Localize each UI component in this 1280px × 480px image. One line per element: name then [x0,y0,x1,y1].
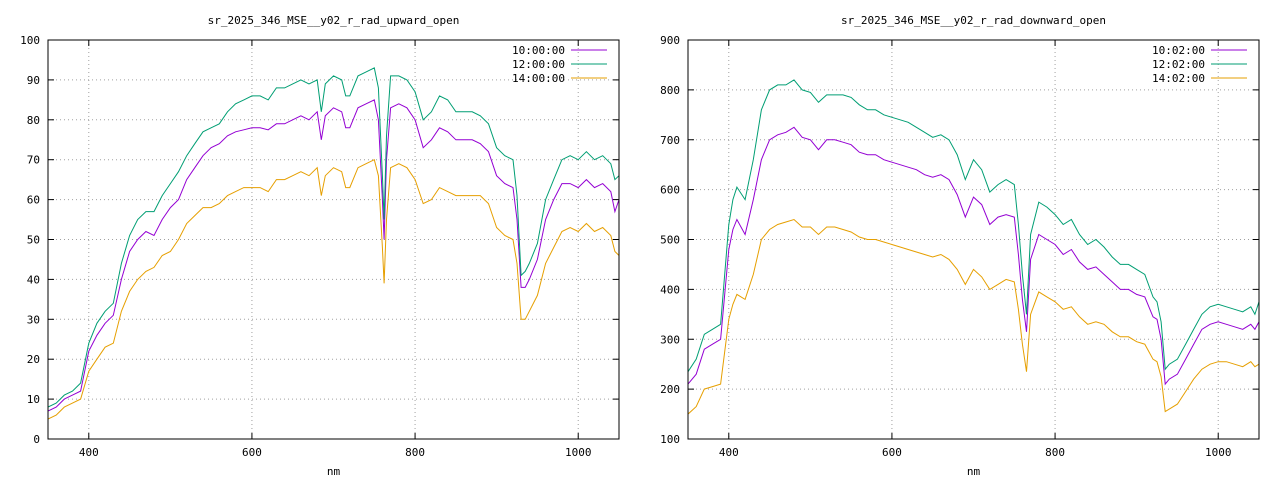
x-tick-label: 600 [882,446,902,459]
legend-label: 10:00:00 [512,44,565,57]
x-tick-label: 800 [405,446,425,459]
y-tick-label: 500 [660,234,680,247]
legend-label: 14:00:00 [512,72,565,85]
y-tick-label: 90 [27,74,40,87]
y-tick-label: 700 [660,134,680,147]
x-axis-label: nm [327,465,341,478]
y-tick-label: 0 [33,433,40,446]
x-tick-label: 600 [242,446,262,459]
legend-label: 14:02:00 [1152,72,1205,85]
series-line-0 [688,126,1259,386]
y-tick-label: 200 [660,383,680,396]
legend-label: 12:00:00 [512,58,565,71]
y-tick-label: 60 [27,194,40,207]
x-tick-label: 1000 [1205,446,1232,459]
series-line-2 [48,158,619,420]
plot-frame [687,39,1260,440]
series-line-1 [688,79,1259,372]
x-tick-label: 800 [1045,446,1065,459]
y-tick-label: 900 [660,34,680,47]
chart-downward-panel: sr_2025_346_MSE__y02_r_rad_downward_open… [660,14,1260,478]
series-line-0 [48,99,619,412]
legend-label: 10:02:00 [1152,44,1205,57]
x-tick-label: 400 [79,446,99,459]
y-tick-label: 300 [660,333,680,346]
y-tick-label: 100 [660,433,680,446]
plot-frame [47,39,620,440]
y-tick-label: 20 [27,353,40,366]
y-tick-label: 70 [27,154,40,167]
legend-label: 12:02:00 [1152,58,1205,71]
x-tick-label: 1000 [565,446,592,459]
y-tick-label: 400 [660,283,680,296]
y-tick-label: 100 [20,34,40,47]
y-tick-label: 10 [27,393,40,406]
series-line-1 [48,67,619,408]
series-line-2 [688,218,1259,415]
x-tick-label: 400 [719,446,739,459]
y-tick-label: 40 [27,273,40,286]
y-tick-label: 600 [660,184,680,197]
chart-title: sr_2025_346_MSE__y02_r_rad_upward_open [208,14,460,27]
y-tick-label: 50 [27,234,40,247]
chart-title: sr_2025_346_MSE__y02_r_rad_downward_open [841,14,1106,27]
chart-upward-panel: sr_2025_346_MSE__y02_r_rad_upward_open 40… [20,14,620,478]
y-tick-label: 80 [27,114,40,127]
y-tick-label: 800 [660,84,680,97]
x-axis-label: nm [967,465,981,478]
y-tick-label: 30 [27,313,40,326]
